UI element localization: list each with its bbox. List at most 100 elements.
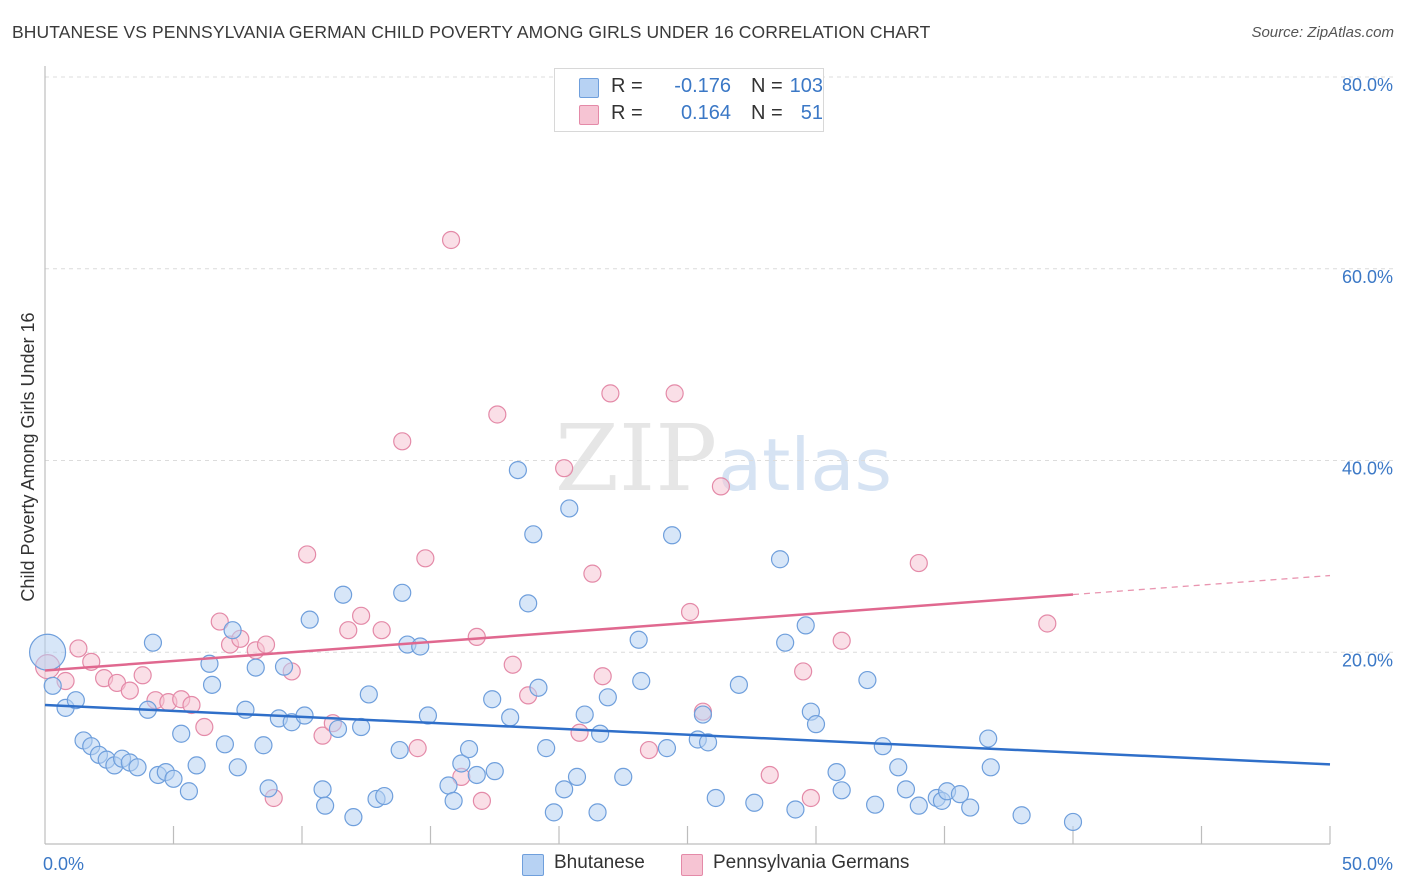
legend-r-value: 0.164: [680, 102, 731, 124]
blue-data-point: [909, 796, 928, 815]
blue-data-point: [524, 525, 543, 544]
blue-data-point: [786, 800, 805, 819]
source-label: Source: ZipAtlas.com: [1251, 24, 1394, 41]
blue-data-point: [629, 630, 648, 649]
blue-data-point: [444, 791, 463, 810]
blue-data-point: [254, 736, 273, 755]
blue-data-point: [143, 633, 163, 652]
blue-data-point: [328, 719, 348, 739]
blue-data-point: [614, 767, 633, 786]
pink-data-point: [182, 695, 201, 715]
blue-data-point: [806, 715, 826, 734]
blue-data-point: [729, 675, 749, 694]
legend-r-label: R =: [611, 102, 643, 124]
blue-data-point: [575, 705, 594, 724]
legend: R = -0.176 N = 103 R = 0.164 N = 51: [554, 68, 824, 132]
blue-data-point: [485, 762, 504, 781]
y-tick-label: 40.0%: [1342, 459, 1393, 479]
y-axis-label: Child Poverty Among Girls Under 16: [18, 312, 38, 601]
blue-data-point: [873, 737, 892, 756]
y-tick-label: 60.0%: [1342, 267, 1393, 287]
blue-data-point: [693, 705, 713, 724]
blue-data-point: [591, 724, 610, 743]
blue-data-point: [228, 758, 247, 777]
x-tick-label: 50.0%: [1342, 854, 1393, 874]
blue-data-point: [300, 610, 319, 629]
blue-data-point: [776, 633, 795, 652]
pink-data-point: [801, 788, 820, 808]
pink-data-point: [583, 564, 602, 583]
pink-data-point: [593, 667, 612, 686]
blue-data-point: [555, 780, 574, 799]
pink-data-point: [909, 553, 928, 573]
pink-data-point: [393, 432, 412, 451]
pink-data-point: [408, 739, 427, 758]
legend-swatch-pink: [579, 105, 599, 125]
blue-data-point: [560, 499, 579, 518]
x-tick-label: 0.0%: [43, 854, 84, 874]
pink-data-point: [760, 765, 779, 785]
bottom-legend-label: Bhutanese: [554, 852, 645, 873]
pink-data-point: [195, 717, 214, 737]
pink-data-point: [488, 405, 507, 424]
blue-data-point: [316, 796, 335, 815]
blue-data-point: [274, 657, 294, 676]
pink-data-point: [298, 545, 317, 564]
blue-data-point: [215, 735, 234, 754]
blue-data-point: [483, 690, 502, 709]
blue-data-point: [375, 786, 394, 806]
blue-data-point: [246, 658, 265, 677]
pink-data-point: [339, 621, 358, 640]
blue-data-point: [770, 550, 790, 569]
pink-data-point: [472, 791, 491, 810]
blue-data-point: [961, 798, 980, 817]
blue-data-point: [706, 788, 725, 808]
blue-data-point: [501, 708, 520, 727]
blue-trend-line: [44, 703, 1331, 766]
pink-trend-extension: [1072, 574, 1331, 596]
blue-data-point: [202, 675, 222, 694]
blue-data-point: [544, 803, 563, 822]
blue-data-point: [128, 758, 147, 777]
blue-data-point: [519, 594, 538, 613]
y-tick-label: 80.0%: [1342, 75, 1393, 95]
watermark-atlas: atlas: [718, 423, 892, 507]
blue-data-point: [567, 767, 587, 786]
legend-r-label: R =: [611, 75, 643, 97]
pink-data-point: [570, 723, 589, 742]
blue-data-point: [452, 754, 471, 773]
blue-data-point: [28, 633, 67, 671]
pink-data-point: [313, 726, 332, 745]
blue-data-point: [359, 685, 378, 704]
blue-data-point: [598, 688, 617, 707]
blue-data-point: [418, 706, 438, 725]
pink-data-point: [1038, 614, 1057, 633]
blue-data-point: [889, 758, 908, 777]
legend-n-value: 51: [800, 102, 823, 124]
blue-data-point: [896, 780, 916, 799]
pink-data-point: [416, 549, 435, 568]
blue-data-point: [344, 808, 363, 827]
pink-data-point: [555, 459, 574, 478]
legend-r-value: -0.176: [674, 75, 731, 97]
blue-data-point: [950, 785, 970, 804]
legend-n-value: 103: [789, 75, 823, 97]
blue-data-point: [393, 583, 412, 602]
blue-data-point: [1012, 806, 1031, 825]
blue-data-point: [1063, 812, 1083, 832]
blue-data-point: [858, 670, 877, 690]
blue-data-point: [796, 616, 815, 635]
pink-data-point: [832, 631, 851, 650]
legend-swatch-blue: [579, 78, 599, 98]
blue-data-point: [657, 739, 677, 758]
blue-data-point: [172, 724, 191, 743]
blue-data-point: [223, 621, 242, 640]
blue-data-point: [537, 739, 556, 758]
bottom-legend-label: Pennsylvania Germans: [713, 852, 910, 873]
blue-data-point: [745, 793, 764, 812]
blue-data-point: [508, 460, 527, 480]
chart-title: BHUTANESE VS PENNSYLVANIA GERMAN CHILD P…: [12, 22, 931, 42]
blue-data-point: [866, 795, 885, 814]
blue-data-point: [66, 691, 85, 710]
